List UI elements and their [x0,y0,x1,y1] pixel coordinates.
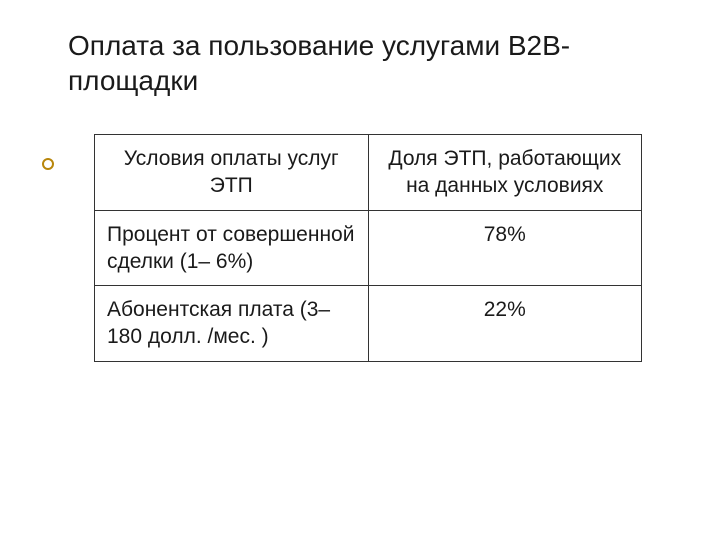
bullet-icon [42,158,54,170]
header-share: Доля ЭТП, работающих на данных условиях [368,135,642,211]
cell-condition: Абонентская плата (3– 180 долл. /мес. ) [95,286,369,362]
cell-share: 22% [368,286,642,362]
table-header-row: Условия оплаты услуг ЭТП Доля ЭТП, работ… [95,135,642,211]
payment-table: Условия оплаты услуг ЭТП Доля ЭТП, работ… [94,134,642,362]
cell-share: 78% [368,210,642,286]
header-conditions: Условия оплаты услуг ЭТП [95,135,369,211]
table-row: Процент от совершенной сделки (1– 6%) 78… [95,210,642,286]
payment-table-container: Условия оплаты услуг ЭТП Доля ЭТП, работ… [94,134,642,362]
slide-title: Оплата за пользование услугами В2В-площа… [68,28,672,98]
table-row: Абонентская плата (3– 180 долл. /мес. ) … [95,286,642,362]
cell-condition: Процент от совершенной сделки (1– 6%) [95,210,369,286]
